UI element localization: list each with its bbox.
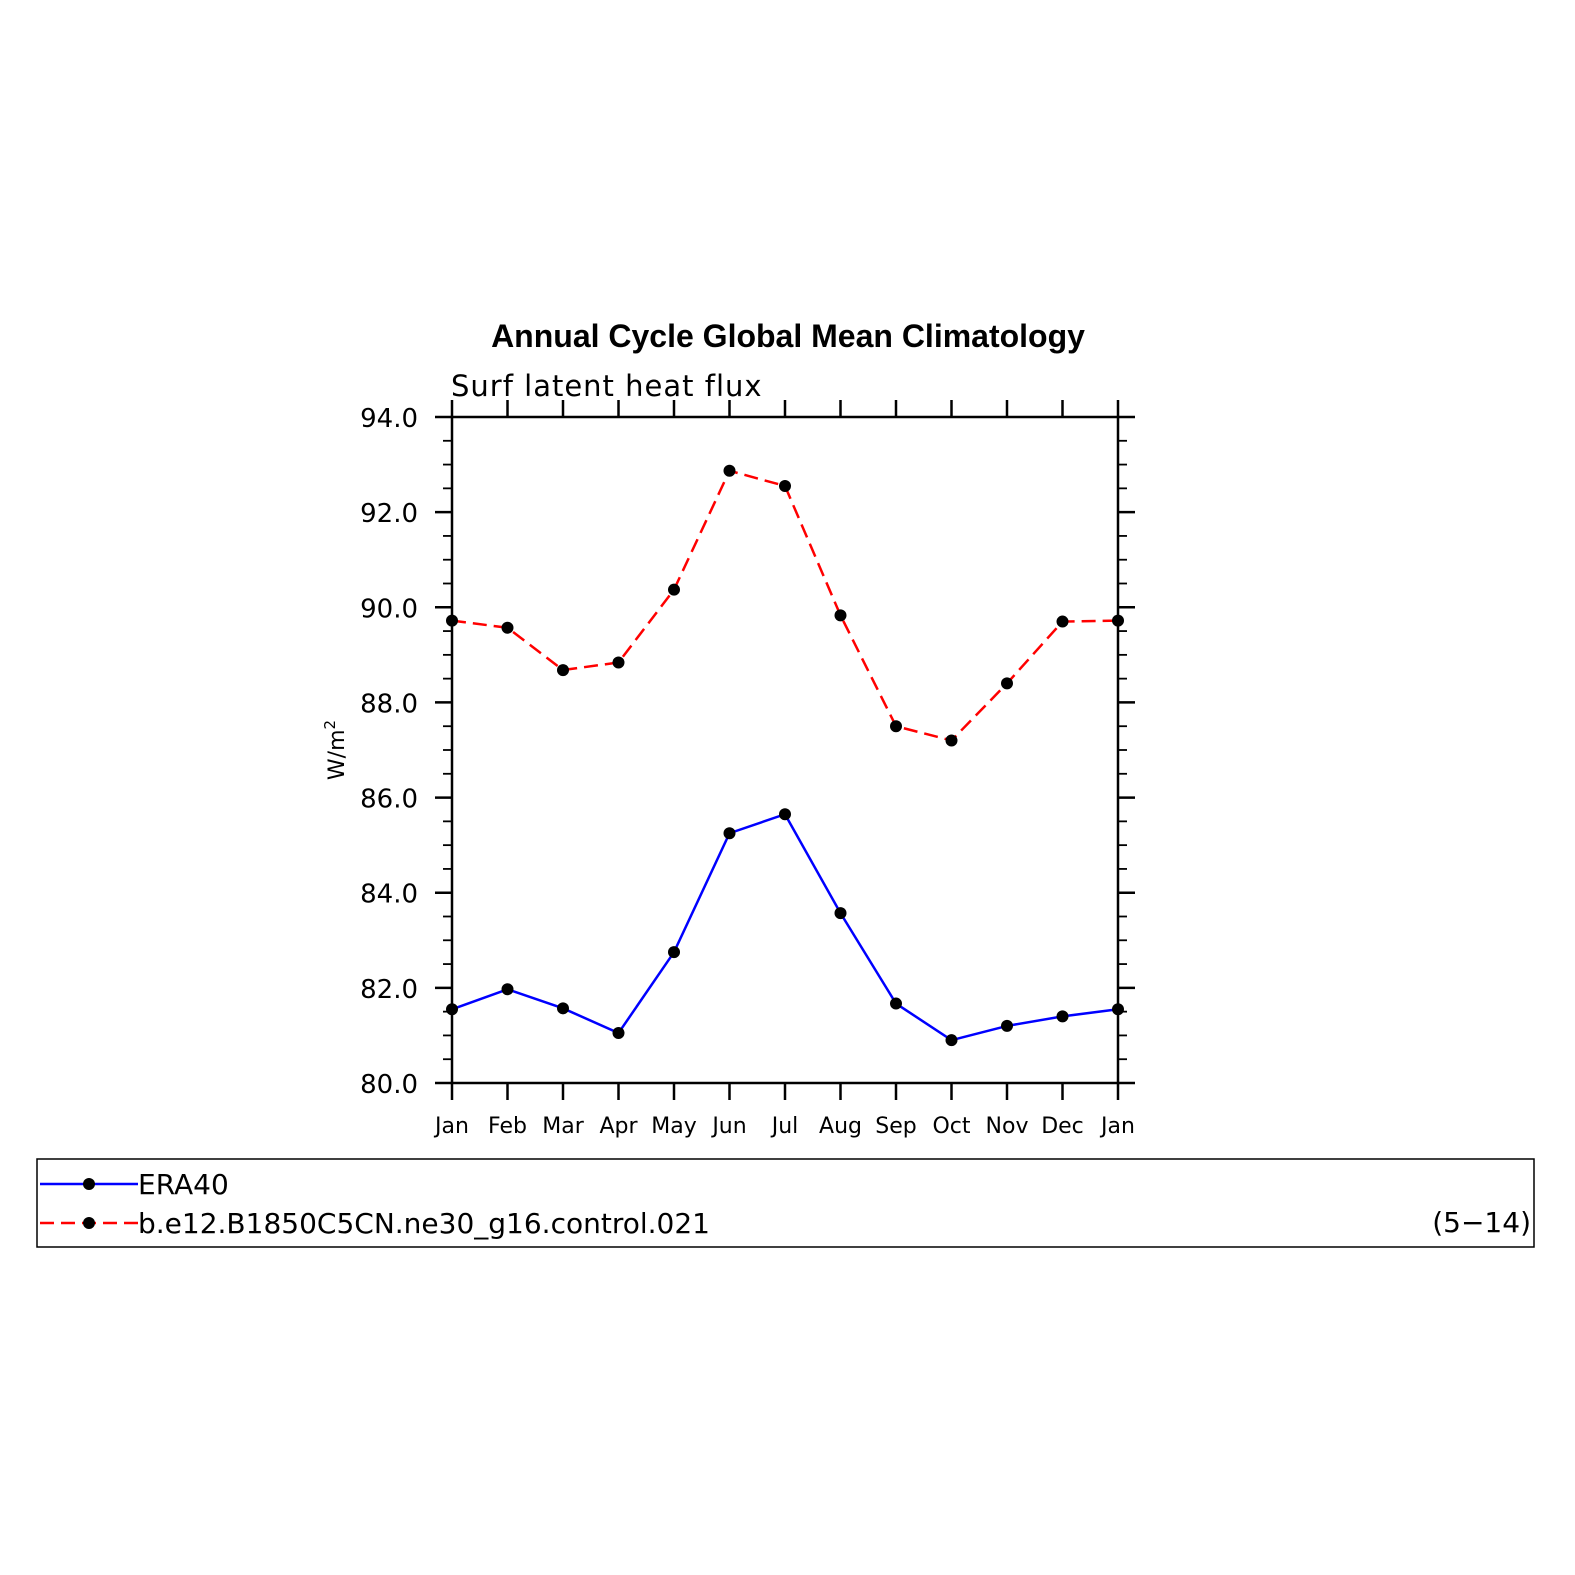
- series-2-point: [723, 464, 736, 477]
- y-axis-label: W/m2: [321, 720, 350, 780]
- plot-axes: [450, 415, 1120, 1085]
- x-tick-label: Dec: [1041, 1114, 1084, 1139]
- series-2-point: [1056, 615, 1069, 628]
- y-tick-label: 86.0: [360, 785, 418, 815]
- x-tick-label: Nov: [986, 1114, 1029, 1139]
- y-tick-label: 82.0: [360, 975, 418, 1005]
- x-tick-label: Jun: [710, 1114, 746, 1139]
- x-tick-label: Sep: [875, 1114, 916, 1139]
- series-1-point: [612, 1027, 625, 1040]
- chart-title: Annual Cycle Global Mean Climatology: [491, 318, 1085, 354]
- x-tick-label: Jan: [433, 1114, 469, 1139]
- x-tick-label: Jul: [770, 1114, 799, 1139]
- series-2-point: [612, 656, 625, 669]
- x-axis-ticks: Jan Feb Mar Apr May Jun Jul Aug Sep Oct Nov Dec Jan: [433, 400, 1135, 1139]
- y-tick-label: 90.0: [360, 594, 418, 624]
- legend: ERA40 b.e12.B1850C5CN.ne30_g16.control.02…: [40, 1168, 710, 1240]
- series-1-point: [945, 1034, 958, 1047]
- legend-marker-2: [83, 1217, 95, 1229]
- series-2-point: [834, 609, 847, 622]
- series-1-point: [501, 983, 514, 996]
- series-layer: [446, 464, 1124, 1047]
- series-line-1: [451, 812, 1119, 1042]
- x-tick-label: Apr: [599, 1114, 638, 1139]
- series-2-point: [1001, 677, 1013, 690]
- x-tick-label: Feb: [488, 1114, 527, 1139]
- plot-frame: [450, 415, 1120, 1085]
- series-1-point: [446, 1003, 458, 1016]
- x-tick-label: Mar: [542, 1114, 584, 1139]
- series-1-point: [834, 907, 847, 920]
- series-2-point: [668, 583, 680, 596]
- y-tick-label: 80.0: [360, 1070, 418, 1100]
- x-tick-label: Jan: [1099, 1114, 1135, 1139]
- series-2-point: [501, 621, 514, 634]
- series-2-point: [446, 614, 458, 627]
- series-2-point: [779, 479, 791, 492]
- series-2-point: [557, 664, 569, 677]
- series-1-point: [668, 946, 680, 959]
- legend-label-1: ERA40: [138, 1168, 229, 1201]
- chart-subtitle: Surf latent heat flux: [451, 369, 763, 403]
- series-2-point: [890, 720, 902, 733]
- series-1-point: [557, 1002, 569, 1015]
- legend-label-2: b.e12.B1850C5CN.ne30_g16.control.021: [138, 1207, 710, 1240]
- y-axis-ticks: 80.0 82.0 84.0 86.0 88.0 90.0 92.0 94.0: [360, 404, 1135, 1100]
- series-line-2: [451, 469, 1119, 742]
- legend-marker-1: [83, 1178, 95, 1190]
- y-tick-label: 88.0: [360, 689, 418, 719]
- legend-box: [36, 1158, 1535, 1248]
- series-1-point: [723, 827, 736, 840]
- x-tick-label: Aug: [819, 1114, 862, 1139]
- series-1-point: [890, 997, 902, 1010]
- y-tick-label: 92.0: [360, 499, 418, 529]
- x-tick-label: May: [651, 1114, 696, 1139]
- y-tick-label: 94.0: [360, 404, 418, 434]
- series-1-point: [779, 808, 791, 821]
- x-tick-label: Oct: [932, 1114, 970, 1139]
- legend-note: (5−14): [1432, 1206, 1531, 1239]
- series-1-point: [1001, 1019, 1013, 1032]
- y-tick-label: 84.0: [360, 880, 418, 910]
- series-2-point: [1112, 614, 1124, 627]
- series-1-point: [1112, 1003, 1124, 1016]
- series-2-point: [945, 734, 958, 747]
- series-1-point: [1056, 1010, 1069, 1023]
